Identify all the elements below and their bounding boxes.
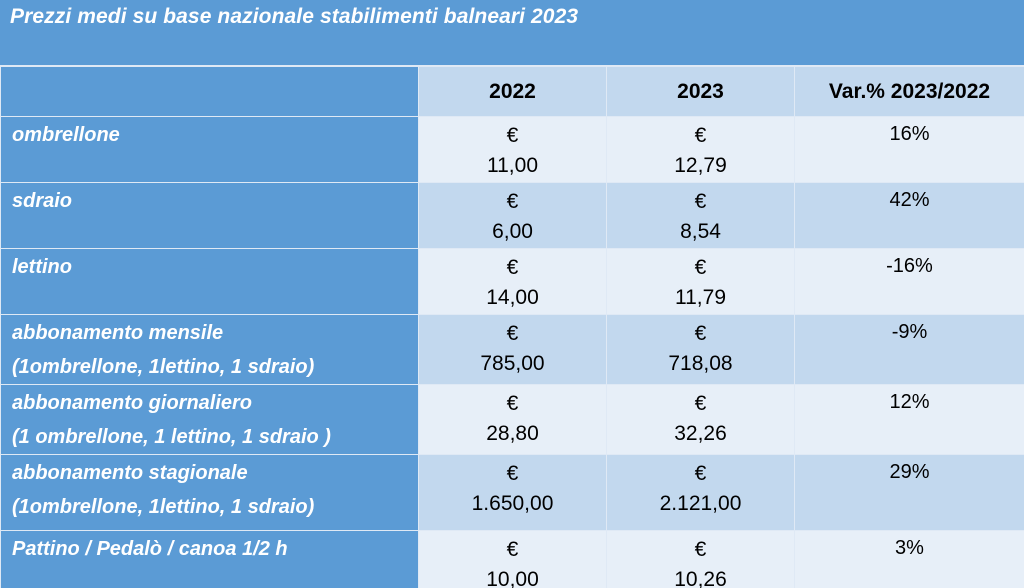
row-label: Pattino / Pedalò / canoa 1/2 h — [0, 530, 419, 588]
table-row: abbonamento giornaliero (1 ombrellone, 1 … — [0, 384, 1024, 455]
table-row: ombrellone €11,00 €12,79 16% — [0, 116, 1024, 183]
row-label: sdraio — [0, 182, 419, 249]
variation-percent: 29% — [794, 454, 1024, 531]
value-2023: €8,54 — [606, 182, 795, 249]
variation-percent: -9% — [794, 314, 1024, 385]
title-bar: Prezzi medi su base nazionale stabilimen… — [0, 0, 1024, 66]
value-2022: €28,80 — [418, 384, 607, 455]
header-cell-blank — [0, 66, 419, 117]
value-2022: €10,00 — [418, 530, 607, 588]
row-label: lettino — [0, 248, 419, 315]
value-2023: €2.121,00 — [606, 454, 795, 531]
value-2023: €718,08 — [606, 314, 795, 385]
variation-percent: -16% — [794, 248, 1024, 315]
table-header-row: 2022 2023 Var.% 2023/2022 — [0, 66, 1024, 117]
header-cell-variation: Var.% 2023/2022 — [794, 66, 1024, 117]
value-2022: €11,00 — [418, 116, 607, 183]
variation-percent: 42% — [794, 182, 1024, 249]
row-label: ombrellone — [0, 116, 419, 183]
row-label: abbonamento mensile (1ombrellone, 1lettin… — [0, 314, 419, 385]
header-cell-2023: 2023 — [606, 66, 795, 117]
table-title: Prezzi medi su base nazionale stabilimen… — [10, 5, 579, 28]
value-2023: €32,26 — [606, 384, 795, 455]
row-label: abbonamento giornaliero (1 ombrellone, 1 … — [0, 384, 419, 455]
header-cell-2022: 2022 — [418, 66, 607, 117]
variation-percent: 12% — [794, 384, 1024, 455]
value-2022: €785,00 — [418, 314, 607, 385]
value-2022: €1.650,00 — [418, 454, 607, 531]
value-2022: €14,00 — [418, 248, 607, 315]
row-label: abbonamento stagionale (1ombrellone, 1let… — [0, 454, 419, 531]
table-row: abbonamento stagionale (1ombrellone, 1let… — [0, 454, 1024, 531]
variation-percent: 16% — [794, 116, 1024, 183]
table-row: lettino €14,00 €11,79 -16% — [0, 248, 1024, 315]
variation-percent: 3% — [794, 530, 1024, 588]
price-table: 2022 2023 Var.% 2023/2022 ombrellone €11… — [0, 66, 1024, 588]
table-row: abbonamento mensile (1ombrellone, 1lettin… — [0, 314, 1024, 385]
value-2023: €11,79 — [606, 248, 795, 315]
table-row: Pattino / Pedalò / canoa 1/2 h €10,00 €1… — [0, 530, 1024, 588]
value-2023: €12,79 — [606, 116, 795, 183]
value-2022: €6,00 — [418, 182, 607, 249]
table-row: sdraio €6,00 €8,54 42% — [0, 182, 1024, 249]
value-2023: €10,26 — [606, 530, 795, 588]
